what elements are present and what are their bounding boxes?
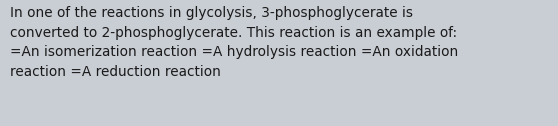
- Text: In one of the reactions in glycolysis, 3-phosphoglycerate is
converted to 2-phos: In one of the reactions in glycolysis, 3…: [10, 6, 458, 79]
